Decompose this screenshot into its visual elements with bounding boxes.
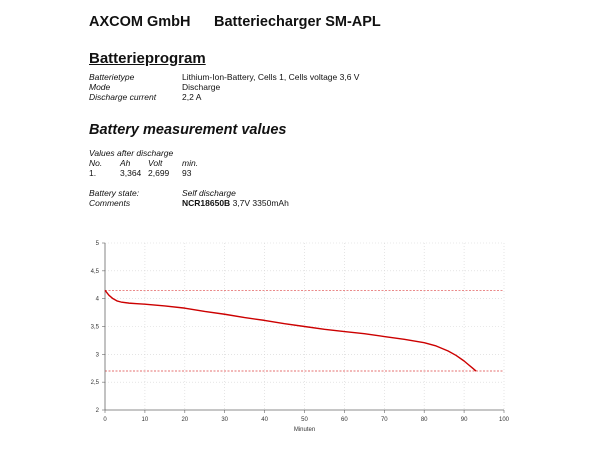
company-name: AXCOM GmbH (89, 14, 191, 30)
column-header: No. (89, 158, 103, 168)
y-tick-label: 3,5 (91, 325, 100, 331)
x-tick-label: 70 (381, 417, 388, 423)
y-tick-label: 2 (96, 408, 100, 414)
comments-spec: 3,7V 3350mAh (230, 198, 289, 208)
chart-tick-labels: 0 10 20 30 40 50 60 70 80 90 100 2 2,5 3 3,5 4 4,5 5 (91, 241, 510, 423)
measurement-table: No. Ah Volt min. 1. 3,364 2,699 93 (89, 158, 249, 178)
program-value: 2,2 A (182, 92, 202, 102)
table-cell: 93 (182, 168, 192, 178)
values-label: Values after discharge (89, 148, 174, 158)
series-line (104, 289, 477, 372)
table-row: 1. 3,364 2,699 93 (89, 168, 249, 178)
x-tick-label: 80 (421, 417, 428, 423)
reference-lines (105, 289, 504, 372)
chart-grid (105, 242, 505, 410)
y-tick-label: 4,5 (91, 269, 100, 275)
program-value: Discharge (182, 82, 221, 92)
program-value: Lithium-Ion-Battery, Cells 1, Cells volt… (182, 72, 360, 82)
comments-model: NCR18650B (182, 198, 231, 208)
column-header: min. (182, 158, 199, 168)
program-key: Mode (89, 82, 111, 92)
program-key: Discharge current (89, 92, 157, 102)
x-tick-label: 50 (301, 417, 308, 423)
program-key: Batterietype (89, 72, 135, 82)
y-tick-label: 5 (96, 241, 100, 247)
table-cell: 3,364 (120, 168, 142, 178)
chart-axes (102, 242, 505, 413)
column-header: Ah (120, 158, 131, 168)
x-tick-label: 30 (221, 417, 228, 423)
table-cell: 2,699 (148, 168, 170, 178)
y-tick-label: 3 (96, 352, 100, 358)
x-tick-label: 20 (181, 417, 188, 423)
x-tick-label: 100 (499, 417, 510, 423)
column-header: Volt (148, 158, 163, 168)
device-name: Batteriecharger SM-APL (214, 14, 381, 30)
x-tick-label: 90 (461, 417, 468, 423)
x-tick-label: 60 (341, 417, 348, 423)
comments-value: NCR18650B 3,7V 3350mAh (182, 198, 289, 208)
state-key: Battery state: (89, 188, 140, 198)
x-tick-label: 40 (261, 417, 268, 423)
program-heading: Batterieprogram (89, 50, 206, 67)
y-tick-label: 4 (96, 297, 100, 303)
state-value: Self discharge (182, 188, 236, 198)
x-tick-label: 0 (103, 417, 107, 423)
y-tick-label: 2,5 (91, 380, 100, 386)
table-header-row: No. Ah Volt min. (89, 158, 249, 168)
chart-series (104, 289, 477, 372)
x-tick-label: 10 (142, 417, 149, 423)
x-axis-label: Minuten (294, 427, 315, 433)
comments-key: Comments (89, 198, 131, 208)
table-cell: 1. (89, 168, 97, 178)
measurement-heading: Battery measurement values (89, 122, 287, 138)
